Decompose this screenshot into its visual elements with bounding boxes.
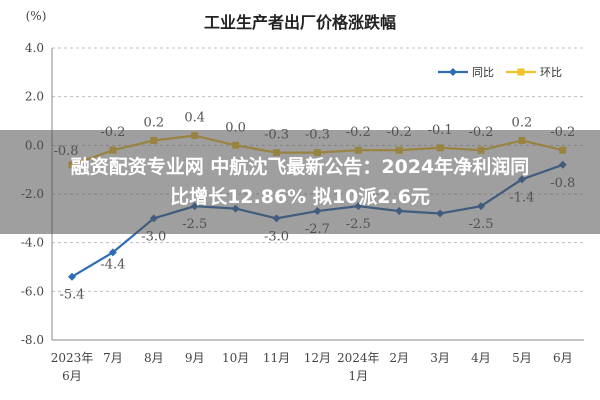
- x-tick-label: 8月: [144, 351, 164, 365]
- x-tick-label: 11月: [263, 351, 290, 365]
- x-tick-label-line: 3月: [430, 351, 450, 365]
- y-tick-label: 4.0: [25, 41, 44, 55]
- x-tick-label: 2月: [389, 351, 409, 365]
- x-tick-label-line: 9月: [185, 351, 205, 365]
- x-tick-label: 5月: [512, 351, 532, 365]
- headline-line-1: 融资配资专业网 中航沈飞最新公告：2024年净利润同: [70, 156, 530, 178]
- x-tick-label: 10月: [222, 351, 249, 365]
- yoy-point: [108, 248, 117, 257]
- x-tick-label: 2024年 1月: [337, 351, 380, 383]
- x-tick-label: 6月: [553, 351, 573, 365]
- y-axis-unit-label: (%): [26, 9, 47, 23]
- mom-data-label: 0.4: [184, 111, 205, 126]
- legend-label: 环比: [540, 66, 562, 79]
- x-tick-label-line: 2023年: [51, 351, 94, 365]
- yoy-data-label: -5.4: [59, 288, 84, 303]
- x-tick-label-line: 2024年: [337, 351, 380, 365]
- y-tick-label: -8.0: [21, 333, 44, 347]
- x-tick-label: 4月: [471, 351, 491, 365]
- legend-label: 同比: [472, 66, 494, 79]
- mom-data-label: 0.2: [512, 115, 533, 130]
- y-tick-label: -6.0: [21, 284, 44, 298]
- x-tick-label-line: 1月: [348, 369, 368, 383]
- x-tick-label-line: 4月: [471, 351, 491, 365]
- chart-title: 工业生产者出厂价格涨跌幅: [204, 13, 396, 32]
- x-tick-label-line: 8月: [144, 351, 164, 365]
- x-tick-label: 2023年 6月: [51, 351, 94, 383]
- x-tick-label-line: 6月: [62, 369, 82, 383]
- x-tick-label: 12月: [304, 351, 331, 365]
- headline-line-2: 比增长12.86% 拟10派2.6元: [170, 186, 430, 208]
- x-tick-label: 7月: [103, 351, 123, 365]
- x-tick-label-line: 6月: [553, 351, 573, 365]
- y-tick-label: 2.0: [25, 90, 44, 104]
- x-tick-label: 3月: [430, 351, 450, 365]
- mom-data-label: 0.2: [143, 115, 164, 130]
- yoy-data-label: -4.4: [100, 257, 125, 272]
- x-tick-label-line: 12月: [304, 351, 331, 365]
- legend-marker: [517, 68, 525, 76]
- x-tick-label-line: 7月: [103, 351, 123, 365]
- legend-marker: [449, 68, 457, 76]
- x-tick-label: 9月: [185, 351, 205, 365]
- news-headline-overlay[interactable]: 融资配资专业网 中航沈飞最新公告：2024年净利润同 比增长12.86% 拟10…: [0, 130, 600, 234]
- yoy-point: [68, 272, 76, 281]
- x-tick-label-line: 10月: [222, 351, 249, 365]
- x-tick-label-line: 11月: [263, 351, 290, 365]
- x-tick-label-line: 2月: [389, 351, 409, 365]
- y-tick-label: -4.0: [21, 236, 44, 250]
- x-tick-label-line: 5月: [512, 351, 532, 365]
